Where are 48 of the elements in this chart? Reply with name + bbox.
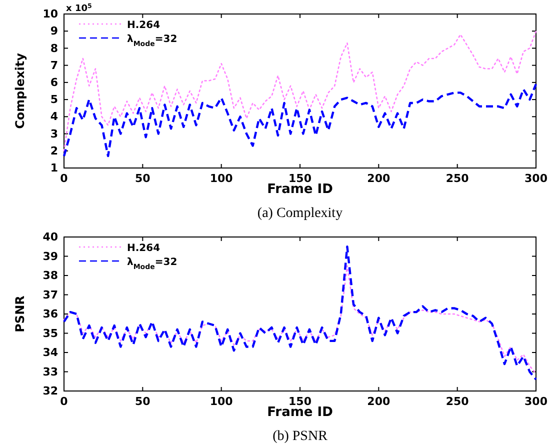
line-series	[63, 265, 537, 374]
y-tick-label: 35	[42, 326, 58, 340]
y-tick-label: 4	[50, 110, 58, 124]
y-tick-label: 36	[42, 308, 58, 321]
x-axis-title: Frame ID	[267, 182, 334, 197]
x-tick-label: 250	[446, 172, 470, 185]
x-tick-label: 100	[210, 394, 234, 408]
x-tick-label: 100	[210, 172, 234, 185]
x-tick-label: 150	[288, 394, 312, 408]
legend-label: H.264	[127, 243, 160, 254]
y-tick-label: 2	[50, 144, 58, 158]
text: (a) Complexity	[257, 206, 343, 221]
line-series	[63, 30, 537, 152]
legend-label: λ$_{Mode}$=32	[127, 257, 178, 271]
line-series	[62, 83, 538, 158]
y-tick-label: 32	[42, 384, 58, 398]
x-axis-title: Frame ID	[267, 405, 334, 420]
y-tick-label: 6	[50, 76, 58, 89]
y-axis-title: PSNR	[13, 296, 27, 332]
x-tick-label: 0	[60, 394, 68, 408]
legend-label: λ$_{Mode}$=32	[127, 34, 178, 48]
y-tick-label: 40	[42, 230, 58, 244]
x-tick-label: 50	[135, 394, 151, 408]
y-tick-label: 7	[50, 58, 58, 72]
y-tick-label: 38	[42, 269, 58, 282]
y-tick-label: 3	[50, 127, 58, 140]
y-tick-label: 8	[50, 42, 58, 55]
x-tick-label: 300	[524, 172, 548, 185]
annotation: x 10$^{5}$	[66, 2, 92, 14]
x-tick-label: 200	[367, 394, 390, 408]
x-tick-label: 200	[367, 172, 390, 185]
legend-label: H.264	[127, 20, 160, 31]
x-tick-label: 300	[524, 394, 548, 408]
y-tick-label: 39	[42, 250, 58, 263]
text: (b) PSNR	[272, 429, 328, 444]
y-tick-label: 33	[42, 365, 58, 378]
y-tick-label: 9	[50, 24, 58, 38]
line-series	[62, 246, 538, 381]
x-tick-label: 0	[60, 172, 68, 185]
y-tick-label: 10	[42, 8, 58, 21]
x-tick-label: 150	[288, 172, 312, 185]
x-tick-label: 50	[135, 172, 151, 185]
y-tick-label: 34	[42, 346, 58, 360]
y-tick-label: 37	[42, 288, 58, 302]
y-tick-label: 5	[50, 93, 58, 106]
x-tick-label: 250	[446, 394, 470, 408]
y-tick-label: 1	[50, 162, 58, 175]
y-axis-title: Complexity	[13, 52, 27, 129]
